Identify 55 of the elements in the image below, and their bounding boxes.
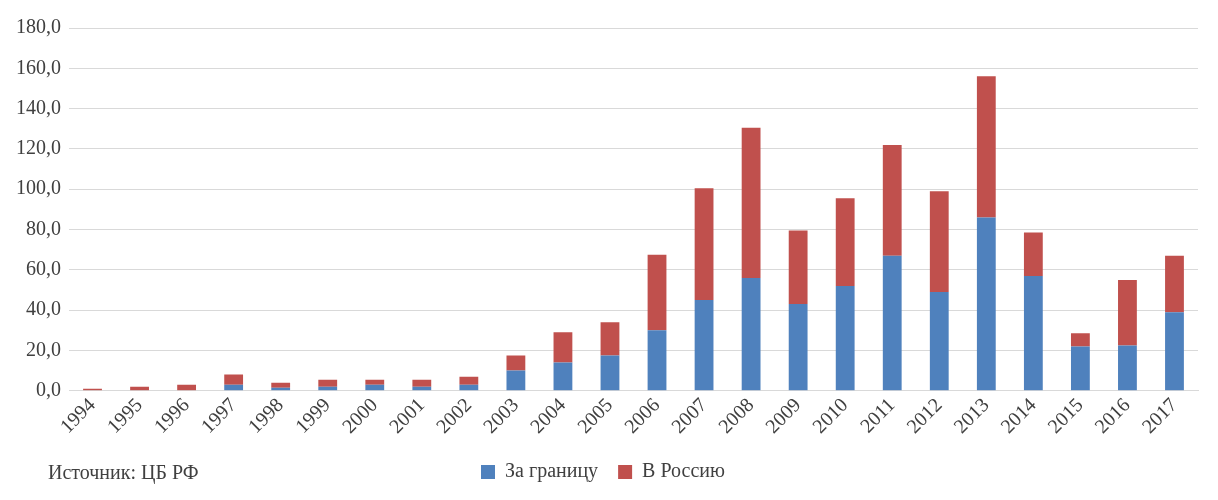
bar — [365, 379, 385, 385]
bar — [741, 277, 761, 391]
bar — [788, 230, 808, 305]
bar — [553, 332, 573, 363]
y-tick-label: 0,0 — [36, 378, 61, 400]
bar — [694, 300, 714, 391]
bar — [1023, 232, 1043, 276]
bar — [412, 379, 432, 387]
bar — [647, 254, 667, 331]
y-tick-label: 40,0 — [26, 297, 61, 320]
bar — [506, 355, 526, 371]
bar — [929, 292, 949, 391]
y-tick-label: 120,0 — [16, 136, 61, 159]
legend-label: За границу — [505, 459, 599, 483]
bar — [506, 370, 526, 391]
bar — [882, 255, 902, 391]
y-tick-label: 180,0 — [16, 15, 61, 38]
bar — [459, 384, 479, 391]
bar — [929, 191, 949, 292]
bar — [365, 384, 385, 391]
bar — [600, 322, 620, 356]
bar — [224, 384, 244, 391]
y-tick-label: 80,0 — [26, 216, 61, 239]
bar — [553, 362, 573, 391]
y-tick-label: 160,0 — [16, 55, 61, 78]
y-tick-label: 100,0 — [16, 176, 61, 199]
bar — [1165, 312, 1184, 391]
bar — [1118, 345, 1137, 391]
x-tick-label: 2011 — [855, 393, 899, 437]
bar — [976, 76, 996, 218]
bar — [882, 144, 902, 256]
bar — [647, 330, 667, 391]
bar — [459, 376, 479, 385]
bar — [1070, 333, 1090, 347]
bar — [1023, 275, 1043, 391]
bar — [788, 304, 808, 391]
bar — [1118, 279, 1137, 346]
text: Источник: ЦБ РФ — [48, 461, 199, 484]
legend-label: В Россию — [642, 459, 726, 482]
bar — [1070, 346, 1090, 391]
y-tick-label: 60,0 — [26, 257, 61, 280]
bar — [177, 384, 197, 391]
y-tick-label: 140,0 — [16, 95, 61, 118]
bar — [224, 374, 244, 385]
bar — [271, 382, 291, 388]
bar — [976, 217, 996, 391]
bar — [835, 198, 855, 286]
y-tick-label: 20,0 — [26, 337, 61, 360]
bar — [600, 355, 620, 391]
bar — [741, 127, 761, 278]
bar — [835, 285, 855, 391]
x-tick-label: 1999 — [290, 393, 335, 438]
bar — [318, 379, 338, 387]
bar — [694, 188, 714, 301]
bar — [1165, 255, 1184, 313]
